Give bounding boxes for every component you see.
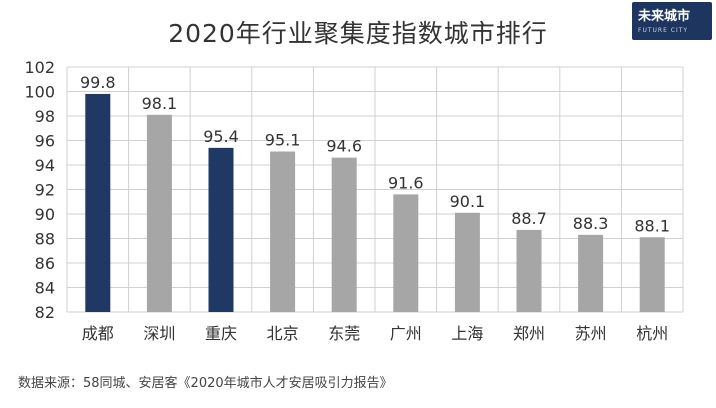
data-label: 88.1 — [634, 216, 670, 235]
data-label: 95.4 — [203, 127, 239, 146]
bar — [454, 212, 480, 312]
brand-logo: 未来城市 FUTURE CITY — [632, 2, 712, 40]
y-tick-label: 102 — [24, 58, 55, 77]
x-tick-label: 广州 — [390, 324, 422, 343]
bar — [270, 151, 296, 312]
y-tick-label: 84 — [35, 279, 55, 298]
y-axis-ticks: 82 84 86 88 90 92 94 96 98 100 102 — [24, 58, 55, 322]
bar — [208, 147, 234, 312]
x-tick-label: 成都 — [82, 324, 114, 343]
value-labels: 99.8 98.1 95.4 95.1 94.6 91.6 90.1 88.7 88.3 88.1 — [80, 73, 670, 235]
data-label: 88.7 — [511, 209, 547, 228]
data-label: 88.3 — [573, 214, 609, 233]
bar — [146, 114, 172, 313]
x-tick-label: 东莞 — [328, 324, 360, 343]
data-label: 94.6 — [326, 137, 362, 156]
data-label: 90.1 — [450, 192, 486, 211]
x-axis-ticks: 成都 深圳 重庆 北京 东莞 广州 上海 郑州 苏州 杭州 — [82, 324, 668, 343]
data-source-note: 数据来源：58同城、安居客《2020年城市人才安居吸引力报告》 — [18, 376, 393, 391]
data-label: 99.8 — [80, 73, 116, 92]
bar — [516, 229, 542, 312]
x-tick-label: 重庆 — [205, 324, 237, 343]
x-tick-label: 郑州 — [513, 324, 545, 343]
bar — [578, 234, 604, 312]
bars — [85, 93, 665, 313]
bar — [331, 157, 357, 312]
y-tick-label: 82 — [35, 303, 55, 322]
y-tick-label: 94 — [35, 156, 55, 175]
bar — [85, 93, 111, 312]
y-tick-label: 88 — [35, 230, 55, 249]
x-tick-label: 深圳 — [143, 324, 175, 343]
data-label: 91.6 — [388, 173, 424, 192]
logo-subtext: FUTURE CITY — [638, 27, 689, 34]
x-tick-label: 苏州 — [575, 324, 607, 343]
y-tick-label: 92 — [35, 181, 55, 200]
chart-title: 2020年行业聚集度指数城市排行 — [168, 19, 548, 48]
data-label: 95.1 — [265, 131, 301, 150]
y-tick-label: 86 — [35, 254, 55, 273]
bar — [393, 194, 419, 312]
bar — [639, 237, 665, 312]
x-tick-label: 北京 — [267, 324, 299, 343]
y-tick-label: 96 — [35, 132, 55, 151]
data-label: 98.1 — [142, 94, 178, 113]
y-tick-label: 98 — [35, 107, 55, 126]
x-tick-label: 上海 — [451, 324, 483, 343]
logo-text: 未来城市 — [638, 9, 691, 24]
x-tick-label: 杭州 — [636, 324, 668, 343]
y-tick-label: 90 — [35, 205, 55, 224]
y-tick-label: 100 — [24, 83, 55, 102]
